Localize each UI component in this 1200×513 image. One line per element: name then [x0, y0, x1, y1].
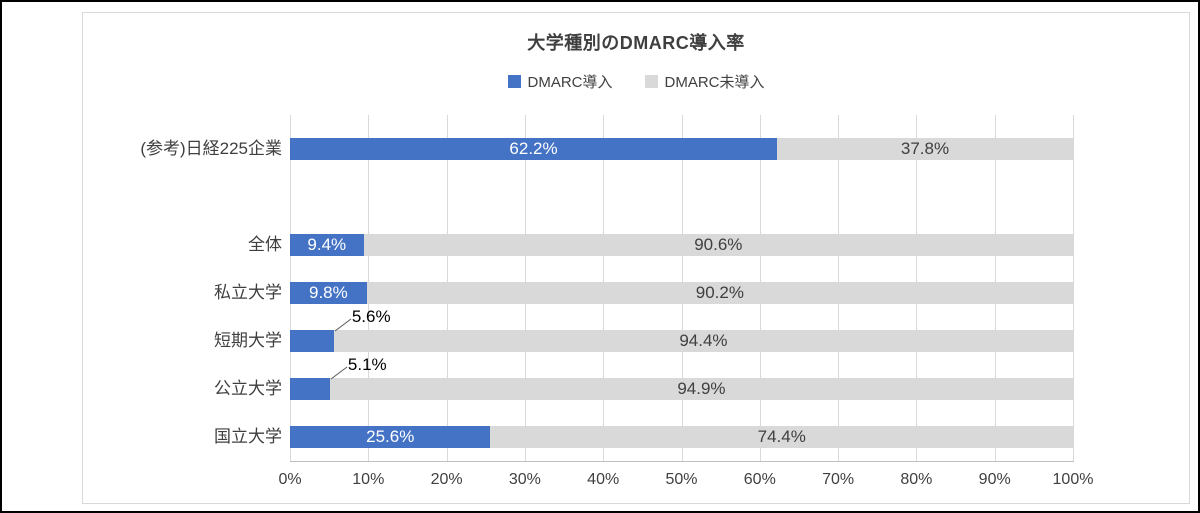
bar-not-adopted	[329, 378, 1073, 400]
category-label: 国立大学	[214, 427, 282, 446]
x-tick-label: 90%	[978, 471, 1011, 488]
legend-item: DMARC導入	[507, 71, 613, 92]
x-axis-line	[290, 461, 1074, 462]
bar-not-adopted	[333, 330, 1073, 352]
x-tick-label: 20%	[430, 471, 463, 488]
bar-label-adopted: 25.6%	[366, 427, 415, 446]
x-tick-label: 50%	[665, 471, 698, 488]
x-tick-label: 0%	[278, 471, 302, 488]
bar-adopted	[290, 330, 334, 352]
bar-adopted	[290, 426, 491, 448]
category-label: (参考)日経225企業	[140, 139, 282, 158]
legend-item: DMARC未導入	[644, 71, 765, 92]
plot-area: 0% 10% 20% 30% 40% 50% 60% 70% 80% 90% 100% (参考)日経2…	[140, 115, 1093, 488]
legend-label: DMARC未導入	[664, 74, 765, 91]
x-tick-label: 60%	[743, 471, 776, 488]
bar-label-adopted: 9.4%	[307, 235, 347, 254]
category-label: 公立大学	[214, 379, 282, 398]
legend-label: DMARC導入	[527, 74, 613, 91]
x-tick-label: 80%	[900, 471, 933, 488]
bar-adopted	[290, 378, 330, 400]
x-tick-label: 70%	[822, 471, 855, 488]
gridline	[1073, 115, 1074, 461]
legend-swatch	[644, 75, 658, 88]
bar-label-not-adopted: 94.4%	[679, 331, 728, 350]
legend: DMARC導入 DMARC未導入	[83, 71, 1189, 92]
bar-not-adopted	[363, 234, 1073, 256]
bar-label-adopted: 62.2%	[509, 139, 558, 158]
bar-label-not-adopted: 74.4%	[757, 427, 806, 446]
bar-not-adopted	[366, 282, 1073, 304]
bar-label-not-adopted: 94.9%	[677, 379, 726, 398]
bar-label-not-adopted: 90.2%	[695, 283, 744, 302]
bar-label-adopted: 5.1%	[347, 355, 387, 374]
bar-label-not-adopted: 90.6%	[694, 235, 743, 254]
bar-adopted	[290, 234, 364, 256]
category-label: 私立大学	[214, 283, 282, 302]
bar-label-adopted: 9.8%	[308, 283, 348, 302]
x-tick-label: 40%	[587, 471, 620, 488]
legend-swatch	[507, 75, 521, 88]
bar-label-adopted: 5.6%	[351, 307, 391, 326]
bar-not-adopted	[777, 138, 1073, 160]
chart-title: 大学種別のDMARC導入率	[527, 33, 745, 53]
bar-not-adopted	[490, 426, 1073, 448]
category-label: 短期大学	[214, 331, 282, 350]
callout-line	[334, 318, 352, 332]
bar-adopted	[290, 138, 778, 160]
x-tick-label: 100%	[1052, 471, 1094, 488]
bar-label-not-adopted: 37.8%	[900, 139, 950, 158]
chart-frame: 大学種別のDMARC導入率 DMARC導入 DMARC未導入 0% 10% 20% 30…	[82, 12, 1190, 504]
bar-adopted	[290, 282, 367, 304]
x-tick-label: 30%	[508, 471, 541, 488]
x-tick-label: 10%	[352, 471, 385, 488]
callout-line	[330, 366, 348, 380]
category-label: 全体	[248, 235, 282, 254]
